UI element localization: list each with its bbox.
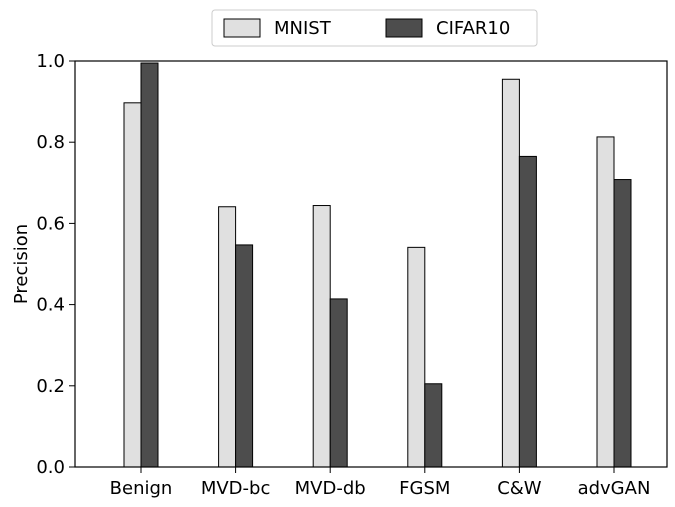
bar-cifar10 [140,62,159,468]
x-axis-ticks: Benign MVD-bc MVD-db FGSM C&W advGAN [110,467,651,499]
bar-cifar10 [235,244,254,468]
plot-frame [74,60,668,468]
x-tick-label: Benign [110,478,173,499]
legend-swatch-cifar10 [385,18,423,38]
bar-mnist [501,78,520,468]
legend-swatch-mnist [223,18,261,38]
bar-cifar10 [329,298,348,468]
bar-cifar10 [518,155,537,468]
bar-mnist [218,206,237,468]
bars [123,62,632,468]
x-tick-label: C&W [497,478,542,499]
y-axis-label: Precision [11,224,32,304]
y-tick-label: 1.0 [36,51,65,72]
bar-mnist [312,205,331,468]
bar-mnist [596,136,615,468]
y-axis-ticks: 0.0 0.2 0.4 0.6 0.8 1.0 [36,51,75,478]
y-tick-label: 0.0 [36,457,65,478]
x-tick-label: advGAN [578,478,651,499]
y-tick-label: 0.8 [36,132,65,153]
bar-mnist [123,102,142,468]
y-tick-label: 0.2 [36,376,65,397]
bar-mnist [407,246,426,468]
y-tick-label: 0.6 [36,213,65,234]
legend-label-mnist: MNIST [274,18,332,39]
x-tick-label: FGSM [399,478,450,499]
y-tick-label: 0.4 [36,295,65,316]
legend-frame [211,9,538,47]
x-tick-label: MVD-db [295,478,366,499]
bar-cifar10 [613,179,632,468]
x-tick-label: MVD-bc [201,478,271,499]
bar-cifar10 [424,383,443,468]
legend: MNIST CIFAR10 [211,9,538,47]
legend-label-cifar10: CIFAR10 [436,18,510,39]
